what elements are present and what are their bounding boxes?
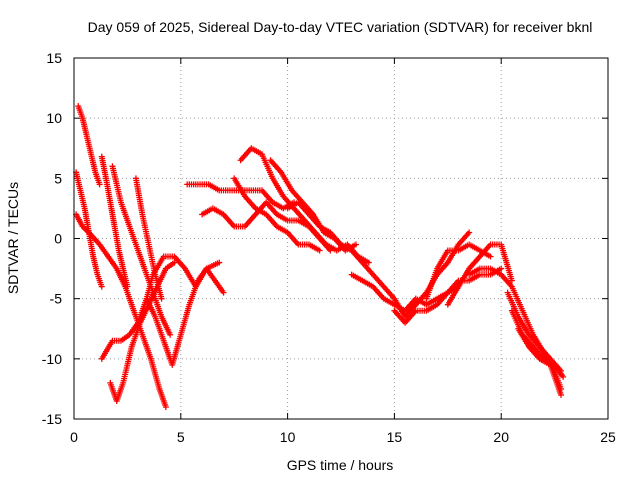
series-arc22 [504, 289, 565, 374]
x-tick-label: 15 [387, 429, 403, 445]
series-arc19 [412, 229, 473, 308]
y-tick-label: -10 [42, 351, 62, 367]
y-axis-label: SDTVAR / TECUs [5, 182, 21, 294]
series-arc16 [348, 271, 462, 314]
data-point [365, 259, 372, 266]
series-arc15 [284, 199, 419, 320]
data-point [316, 247, 323, 254]
series-arc3 [73, 169, 105, 290]
series-arc12 [237, 145, 372, 266]
data-point [167, 331, 174, 338]
series-arc9 [143, 265, 227, 368]
data-point [158, 295, 165, 302]
data-point [352, 241, 359, 248]
data-point [508, 277, 515, 284]
data-point [96, 181, 103, 188]
data-point [162, 403, 169, 410]
series-arc21 [466, 265, 565, 392]
y-tick-label: 0 [54, 231, 62, 247]
data-point [466, 229, 473, 236]
x-tick-label: 0 [70, 429, 78, 445]
data-point [171, 259, 178, 266]
series-arc7 [98, 253, 223, 362]
data-point [220, 289, 227, 296]
y-tick-label: 15 [46, 50, 62, 66]
series-arc4 [98, 153, 131, 290]
series-arc20 [444, 241, 515, 308]
series-arc17 [391, 265, 505, 326]
y-tick-label: -15 [42, 411, 62, 427]
chart-title: Day 059 of 2025, Sidereal Day-to-day VTE… [88, 19, 593, 35]
series-arc14 [231, 175, 323, 254]
x-axis-label: GPS time / hours [287, 457, 394, 473]
data-points [73, 103, 567, 410]
axis-ticks: 0 5 10 15 20 25 -15 -10 -5 0 5 10 15 [42, 50, 616, 445]
x-tick-label: 5 [177, 429, 185, 445]
plot-frame [73, 57, 609, 420]
y-tick-label: -5 [50, 291, 63, 307]
y-tick-label: 10 [46, 110, 62, 126]
data-point [558, 391, 565, 398]
series-arc24 [515, 325, 565, 398]
data-point [560, 373, 567, 380]
data-point [124, 283, 131, 290]
x-tick-label: 20 [493, 429, 509, 445]
data-point [98, 283, 105, 290]
series-arc1 [75, 103, 103, 188]
y-tick-label: 5 [54, 170, 62, 186]
series-arc11 [199, 199, 334, 254]
data-point [216, 259, 223, 266]
x-tick-label: 10 [280, 429, 296, 445]
x-tick-label: 25 [600, 429, 616, 445]
data-point [487, 253, 494, 260]
data-point [498, 265, 505, 272]
